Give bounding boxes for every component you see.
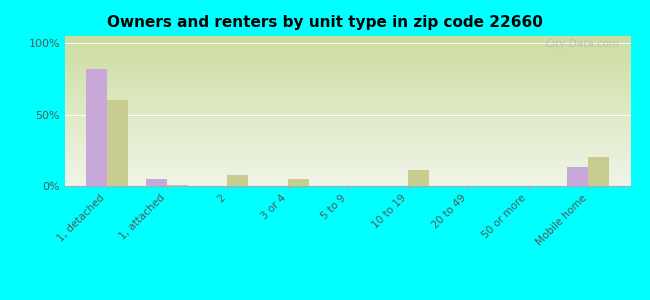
Bar bbox=[86, 69, 107, 186]
Text: Owners and renters by unit type in zip code 22660: Owners and renters by unit type in zip c… bbox=[107, 15, 543, 30]
Bar bbox=[107, 100, 128, 186]
Text: City-Data.com: City-Data.com bbox=[545, 39, 619, 49]
Bar bbox=[287, 179, 309, 186]
Bar bbox=[588, 158, 610, 186]
Bar bbox=[146, 179, 167, 186]
Bar bbox=[227, 175, 248, 186]
Bar bbox=[567, 167, 588, 186]
Bar bbox=[408, 170, 429, 186]
Bar bbox=[167, 184, 188, 186]
